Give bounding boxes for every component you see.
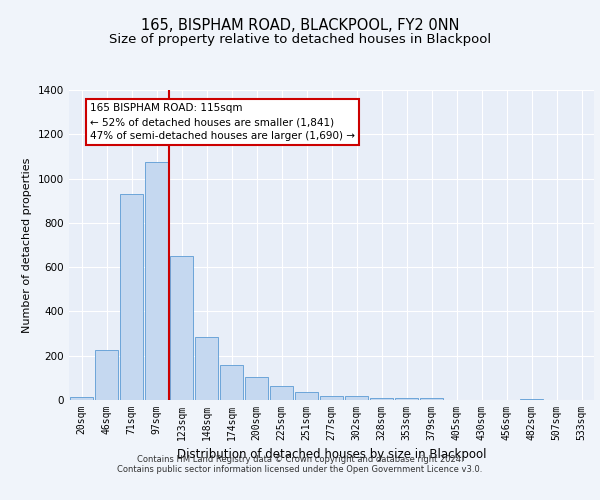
Bar [170,256,193,400]
Bar [370,398,394,400]
Text: Contains HM Land Registry data © Crown copyright and database right 2024.: Contains HM Land Registry data © Crown c… [137,456,463,464]
Bar [119,194,143,400]
Text: Contains public sector information licensed under the Open Government Licence v3: Contains public sector information licen… [118,466,482,474]
Bar [419,398,443,400]
Bar [220,364,244,400]
Bar [245,377,268,400]
Bar [520,399,544,400]
Text: Size of property relative to detached houses in Blackpool: Size of property relative to detached ho… [109,32,491,46]
Bar [269,386,293,400]
Text: 165, BISPHAM ROAD, BLACKPOOL, FY2 0NN: 165, BISPHAM ROAD, BLACKPOOL, FY2 0NN [141,18,459,32]
Bar [320,396,343,400]
Bar [145,162,169,400]
Y-axis label: Number of detached properties: Number of detached properties [22,158,32,332]
Bar [194,337,218,400]
X-axis label: Distribution of detached houses by size in Blackpool: Distribution of detached houses by size … [177,448,486,462]
Bar [95,350,118,400]
Bar [344,396,368,400]
Bar [395,398,418,400]
Text: 165 BISPHAM ROAD: 115sqm
← 52% of detached houses are smaller (1,841)
47% of sem: 165 BISPHAM ROAD: 115sqm ← 52% of detach… [90,104,355,142]
Bar [295,392,319,400]
Bar [70,396,94,400]
